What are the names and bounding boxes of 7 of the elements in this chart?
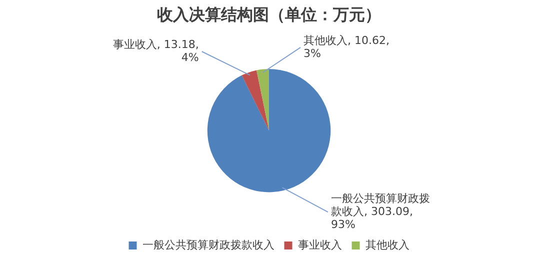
data-label: 一般公共预算财政拨款收入, 303.09, 93%	[330, 192, 430, 231]
data-label: 事业收入, 13.18, 4%	[112, 38, 199, 64]
chart-title: 收入决算结构图（单位：万元）	[157, 4, 381, 24]
legend-label: 事业收入	[298, 238, 342, 252]
data-label: 其他收入, 10.62, 3%	[303, 34, 390, 60]
legend-label: 一般公共预算财政拨款收入	[142, 238, 274, 252]
legend-label: 其他收入	[365, 238, 410, 252]
